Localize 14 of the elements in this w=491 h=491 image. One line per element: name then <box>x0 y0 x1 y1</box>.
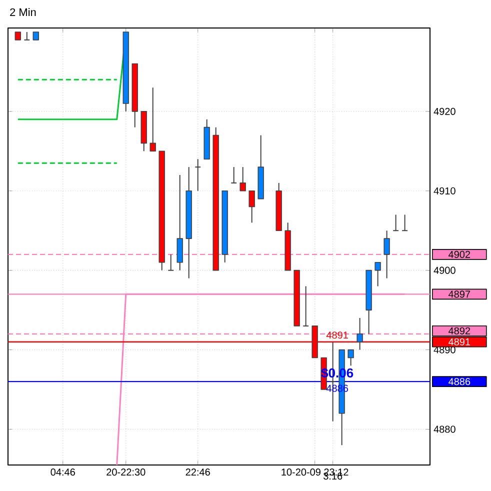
ref-line-label: 4897 <box>448 290 470 298</box>
y-tick-label: 4880 <box>434 426 456 433</box>
ref-line-label: 4902 <box>448 250 470 258</box>
ref-line-label: 4886 <box>448 378 470 386</box>
chart-title: 2 Min <box>10 8 36 16</box>
x-tick-label: 20-22:30 <box>106 468 146 476</box>
ref-line-label: 4891 <box>448 338 470 346</box>
y-tick-label: 4910 <box>434 187 456 194</box>
ref-line-label: 4892 <box>448 327 470 334</box>
x-tick-label: 04:46 <box>50 468 75 476</box>
y-tick-label: 4900 <box>434 266 456 274</box>
x-tick-label: 22:46 <box>186 468 210 476</box>
annotation: 4891 <box>326 332 348 339</box>
y-tick-label: 4920 <box>434 108 456 115</box>
